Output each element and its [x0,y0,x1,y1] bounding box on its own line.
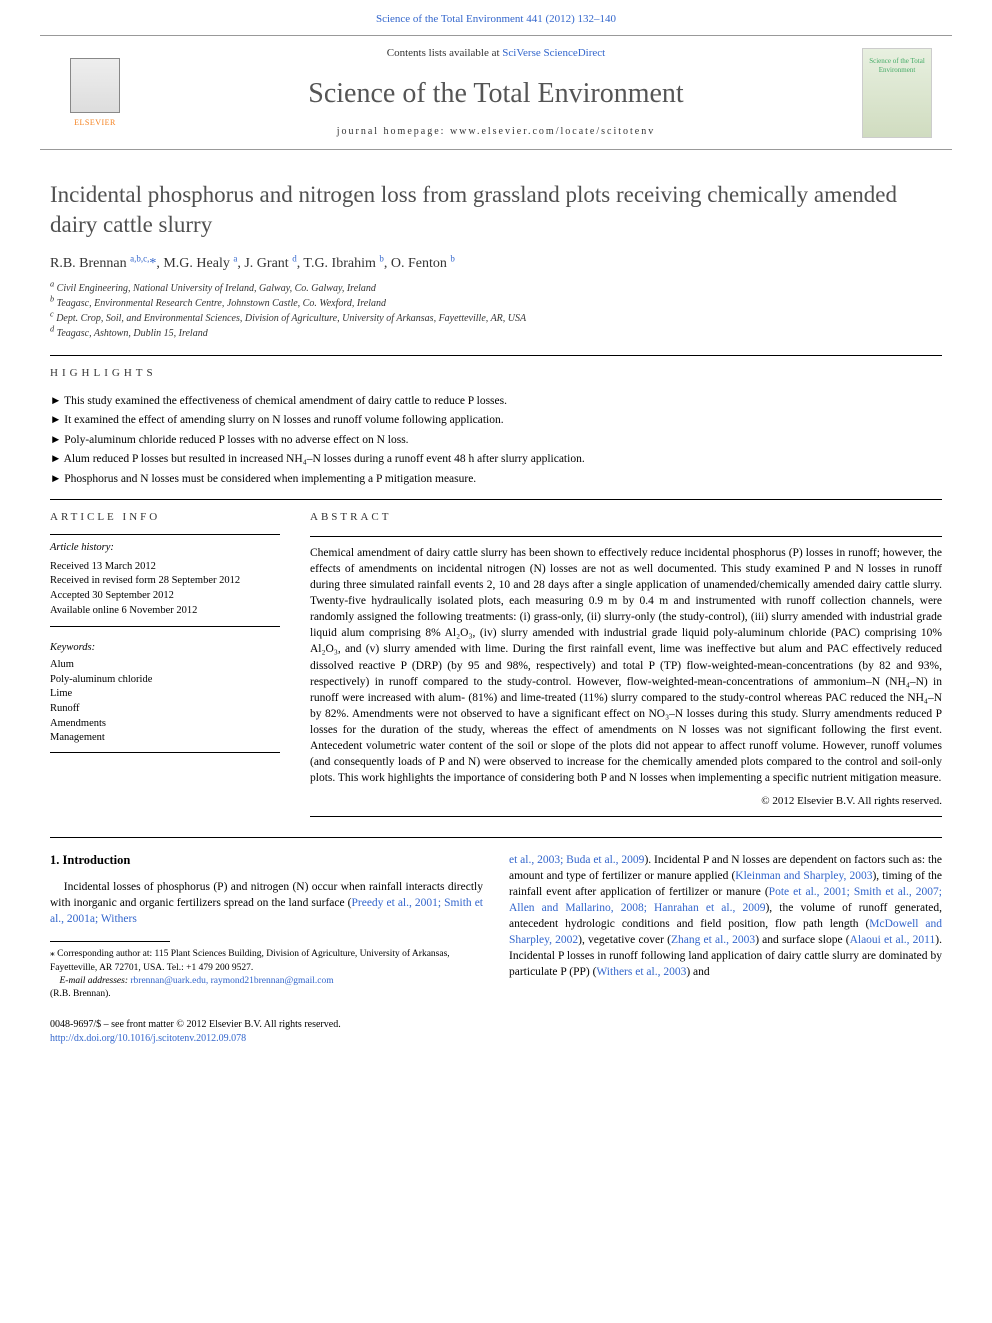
publisher-name: ELSEVIER [74,117,116,128]
homepage-line: journal homepage: www.elsevier.com/locat… [150,125,842,139]
full-divider [50,837,942,838]
article-history-items: Received 13 March 2012Received in revise… [50,560,280,619]
footer: 0048-9697/$ – see front matter © 2012 El… [0,1002,992,1066]
divider [310,816,942,817]
article-main: Incidental phosphorus and nitrogen loss … [0,150,992,817]
article-info-label: ARTICLE INFO [50,510,280,525]
keyword-item: Runoff [50,702,280,717]
article-title: Incidental phosphorus and nitrogen loss … [50,180,942,240]
highlight-item: Alum reduced P losses but resulted in in… [50,450,942,470]
abstract-column: ABSTRACT Chemical amendment of dairy cat… [310,510,942,816]
body-column-left: 1. Introduction Incidental losses of pho… [50,852,483,1002]
keyword-item: Alum [50,658,280,673]
email-line: E-mail addresses: rbrennan@uark.edu, ray… [50,975,483,988]
journal-name: Science of the Total Environment [150,74,842,113]
keywords-label: Keywords: [50,641,280,656]
doi-link[interactable]: http://dx.doi.org/10.1016/j.scitotenv.20… [50,1033,246,1044]
header-banner: ELSEVIER Contents lists available at Sci… [40,35,952,150]
highlights-list: This study examined the effectiveness of… [50,392,942,490]
divider [310,536,942,537]
divider [50,355,942,356]
issn-line: 0048-9697/$ – see front matter © 2012 El… [50,1018,942,1032]
publisher-logo: ELSEVIER [60,53,130,133]
abstract-copyright: © 2012 Elsevier B.V. All rights reserved… [310,794,942,809]
author-email-link[interactable]: rbrennan@uark.edu, raymond21brennan@gmai… [130,976,333,986]
divider [50,499,942,500]
intro-paragraph-2: et al., 2003; Buda et al., 2009). Incide… [509,852,942,981]
divider [50,752,280,753]
corr-text: Corresponding author at: 115 Plant Scien… [50,949,450,972]
highlight-item: This study examined the effectiveness of… [50,392,942,412]
divider [50,626,280,627]
highlight-item: Poly-aluminum chloride reduced P losses … [50,431,942,451]
contents-prefix: Contents lists available at [387,47,502,59]
homepage-prefix: journal homepage: [337,126,450,137]
abstract-label: ABSTRACT [310,510,942,525]
banner-center: Contents lists available at SciVerse Sci… [150,46,842,139]
contents-line: Contents lists available at SciVerse Sci… [150,46,842,61]
elsevier-tree-icon [70,58,120,113]
corr-star-icon: ⁎ [50,949,55,959]
divider [50,534,280,535]
footnote-divider [50,941,170,942]
history-item: Available online 6 November 2012 [50,604,280,619]
journal-cover-thumbnail: Science of the Total Environment [862,48,932,138]
article-info-column: ARTICLE INFO Article history: Received 1… [50,510,280,816]
homepage-url[interactable]: www.elsevier.com/locate/scitotenv [450,126,655,137]
keyword-item: Management [50,731,280,746]
keyword-item: Lime [50,687,280,702]
affiliations: a Civil Engineering, National University… [50,281,942,341]
top-citation[interactable]: Science of the Total Environment 441 (20… [0,0,992,35]
authors-line: R.B. Brennan a,b,c,*, M.G. Healy a, J. G… [50,254,942,274]
intro-paragraph-1: Incidental losses of phosphorus (P) and … [50,879,483,927]
highlight-item: It examined the effect of amending slurr… [50,411,942,431]
keyword-item: Poly-aluminum chloride [50,673,280,688]
history-item: Accepted 30 September 2012 [50,589,280,604]
keyword-item: Amendments [50,717,280,732]
corresponding-author-note: ⁎ Corresponding author at: 115 Plant Sci… [50,948,483,975]
body-columns: 1. Introduction Incidental losses of pho… [0,852,992,1002]
sciencedirect-link[interactable]: SciVerse ScienceDirect [502,47,605,59]
intro-heading: 1. Introduction [50,852,483,870]
history-item: Received 13 March 2012 [50,560,280,575]
corr-author-name: (R.B. Brennan). [50,988,483,1001]
info-abstract-row: ARTICLE INFO Article history: Received 1… [50,510,942,816]
body-column-right: et al., 2003; Buda et al., 2009). Incide… [509,852,942,1002]
highlight-item: Phosphorus and N losses must be consider… [50,470,942,490]
email-label: E-mail addresses: [60,976,129,986]
article-history-label: Article history: [50,541,280,556]
abstract-text: Chemical amendment of dairy cattle slurr… [310,545,942,786]
keywords-list: AlumPoly-aluminum chlorideLimeRunoffAmen… [50,658,280,746]
history-item: Received in revised form 28 September 20… [50,574,280,589]
highlights-label: HIGHLIGHTS [50,366,942,381]
